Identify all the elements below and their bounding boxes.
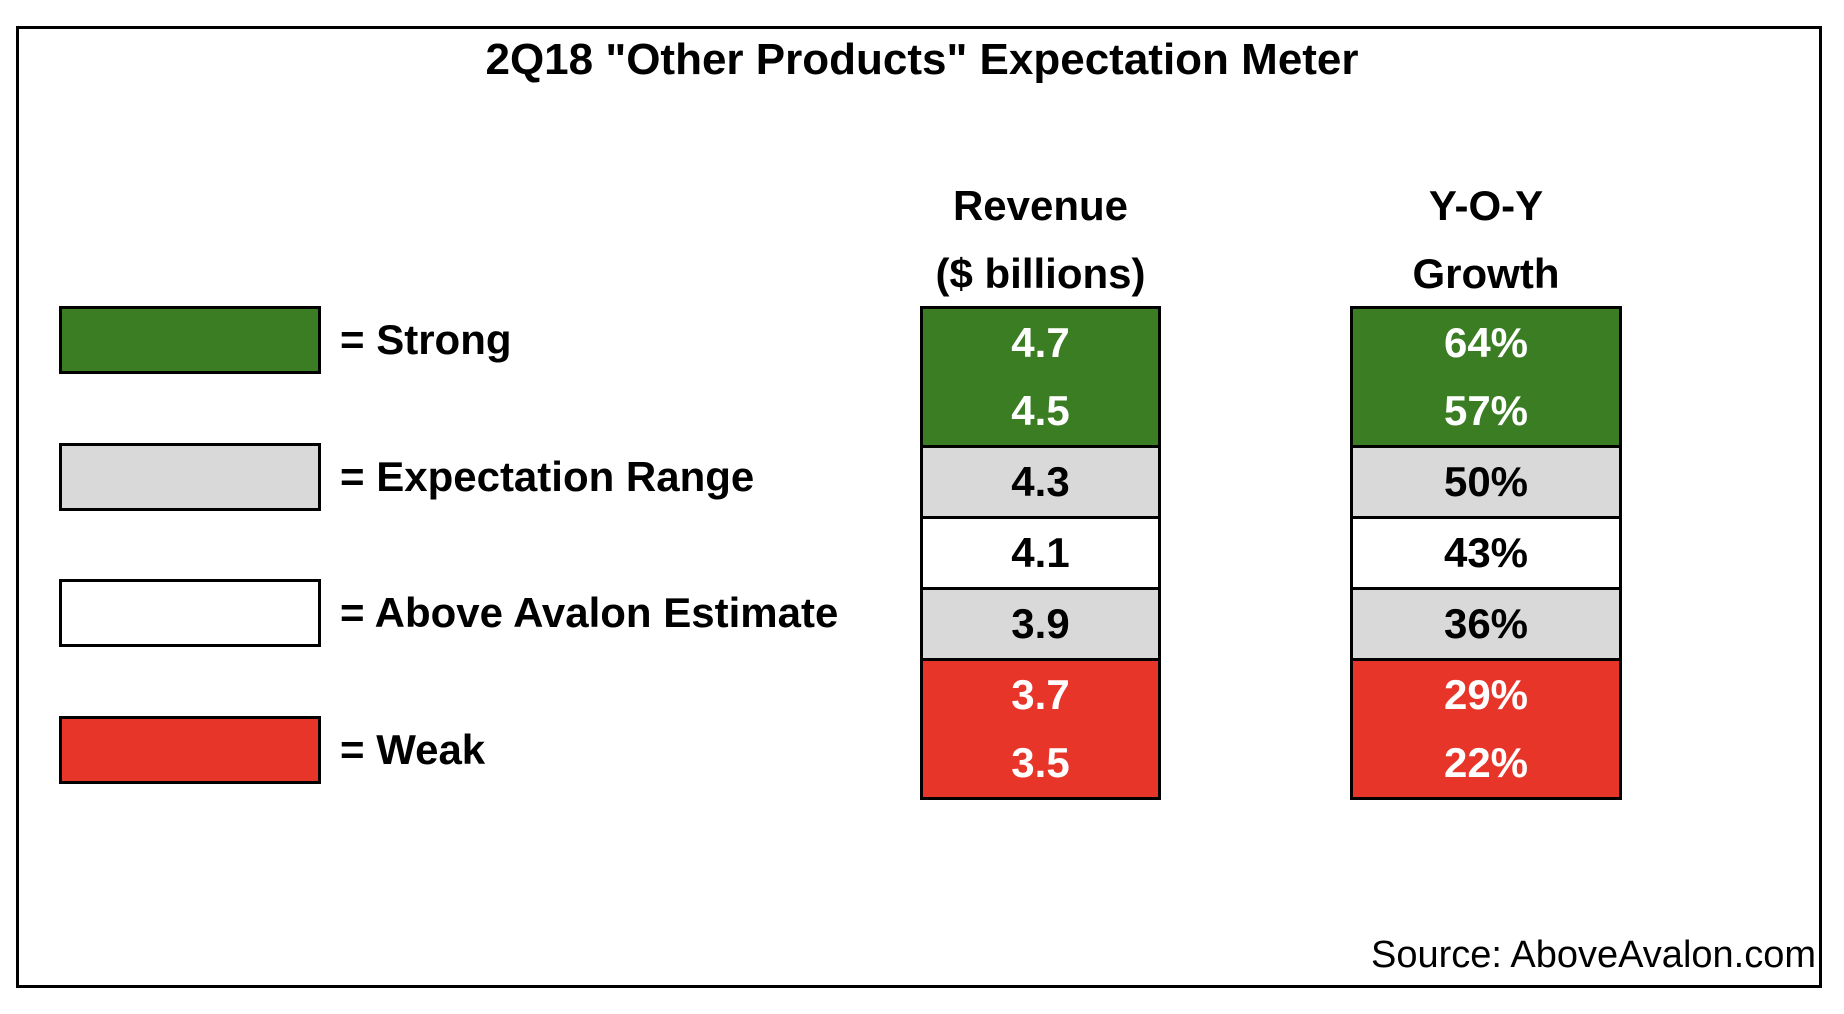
- revenue-header: Revenue ($ billions): [920, 172, 1161, 308]
- growth-band: 64% 57%: [1350, 306, 1622, 448]
- growth-band: 43%: [1350, 516, 1622, 590]
- growth-cell: 36%: [1443, 600, 1529, 647]
- legend-label-estimate: = Above Avalon Estimate: [340, 589, 839, 636]
- revenue-band: 4.3: [920, 445, 1161, 519]
- legend-label-expectation: = Expectation Range: [340, 453, 755, 500]
- growth-cell: 43%: [1443, 529, 1529, 576]
- chart-title: 2Q18 "Other Products" Expectation Meter: [485, 35, 1359, 84]
- growth-band: 36%: [1350, 587, 1622, 661]
- legend-label-weak: = Weak: [340, 726, 486, 773]
- revenue-cell: 4.3: [1011, 458, 1070, 505]
- growth-cell: 22%: [1443, 739, 1529, 786]
- revenue-meter: 4.7 4.5 4.3 4.1 3.9 3.7 3.5: [920, 306, 1161, 800]
- growth-cell: 50%: [1443, 458, 1529, 505]
- growth-header-line1: Y-O-Y Growth: [1412, 182, 1560, 297]
- revenue-cell: 4.7: [1011, 319, 1070, 366]
- source-note: Source: AboveAvalon.com: [1370, 934, 1816, 976]
- growth-cell: 57%: [1443, 387, 1529, 434]
- revenue-band: 3.9: [920, 587, 1161, 661]
- revenue-band: 4.1: [920, 516, 1161, 590]
- revenue-band: 3.7 3.5: [920, 658, 1161, 800]
- revenue-cell: 3.9: [1011, 600, 1070, 647]
- chart-frame: [16, 26, 1822, 988]
- legend-swatch-expectation: [59, 443, 321, 511]
- growth-cell: 64%: [1443, 319, 1529, 366]
- legend-swatch-weak: [59, 716, 321, 784]
- growth-header: Y-O-Y Growth: [1350, 172, 1622, 308]
- growth-band: 50%: [1350, 445, 1622, 519]
- growth-band: 29% 22%: [1350, 658, 1622, 800]
- revenue-header-line1: Revenue: [952, 182, 1129, 229]
- revenue-header-line2: ($ billions): [935, 250, 1146, 297]
- growth-cell: 29%: [1443, 671, 1529, 718]
- revenue-cell: 3.5: [1011, 739, 1070, 786]
- legend-swatch-strong: [59, 306, 321, 374]
- revenue-band: 4.7 4.5: [920, 306, 1161, 448]
- legend-swatch-estimate: [59, 579, 321, 647]
- revenue-cell: 4.1: [1011, 529, 1070, 576]
- growth-meter: 64% 57% 50% 43% 36% 29% 22%: [1350, 306, 1622, 800]
- revenue-cell: 3.7: [1011, 671, 1070, 718]
- revenue-cell: 4.5: [1011, 387, 1070, 434]
- legend-label-strong: = Strong: [340, 316, 512, 363]
